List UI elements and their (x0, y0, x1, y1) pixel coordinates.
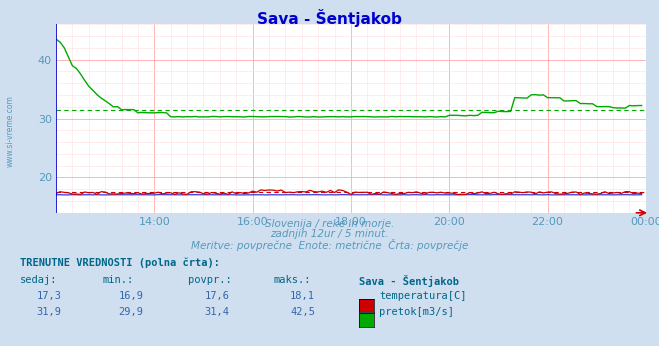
Text: 18,1: 18,1 (290, 291, 315, 301)
Text: pretok[m3/s]: pretok[m3/s] (379, 307, 454, 317)
Text: Meritve: povprečne  Enote: metrične  Črta: povprečje: Meritve: povprečne Enote: metrične Črta:… (191, 239, 468, 252)
Text: TRENUTNE VREDNOSTI (polna črta):: TRENUTNE VREDNOSTI (polna črta): (20, 258, 219, 268)
Text: 31,9: 31,9 (36, 307, 61, 317)
Text: temperatura[C]: temperatura[C] (379, 291, 467, 301)
Text: Sava - Šentjakob: Sava - Šentjakob (257, 9, 402, 27)
Text: 29,9: 29,9 (119, 307, 144, 317)
Text: Sava - Šentjakob: Sava - Šentjakob (359, 275, 459, 287)
Text: 17,3: 17,3 (36, 291, 61, 301)
Text: sedaj:: sedaj: (20, 275, 57, 285)
Text: 17,6: 17,6 (204, 291, 229, 301)
Text: povpr.:: povpr.: (188, 275, 231, 285)
Text: Slovenija / reke in morje.: Slovenija / reke in morje. (265, 219, 394, 229)
Text: zadnjih 12ur / 5 minut.: zadnjih 12ur / 5 minut. (270, 229, 389, 239)
Text: www.si-vreme.com: www.si-vreme.com (5, 95, 14, 167)
Text: 31,4: 31,4 (204, 307, 229, 317)
Text: min.:: min.: (102, 275, 133, 285)
Text: maks.:: maks.: (273, 275, 311, 285)
Text: 42,5: 42,5 (290, 307, 315, 317)
Text: 16,9: 16,9 (119, 291, 144, 301)
